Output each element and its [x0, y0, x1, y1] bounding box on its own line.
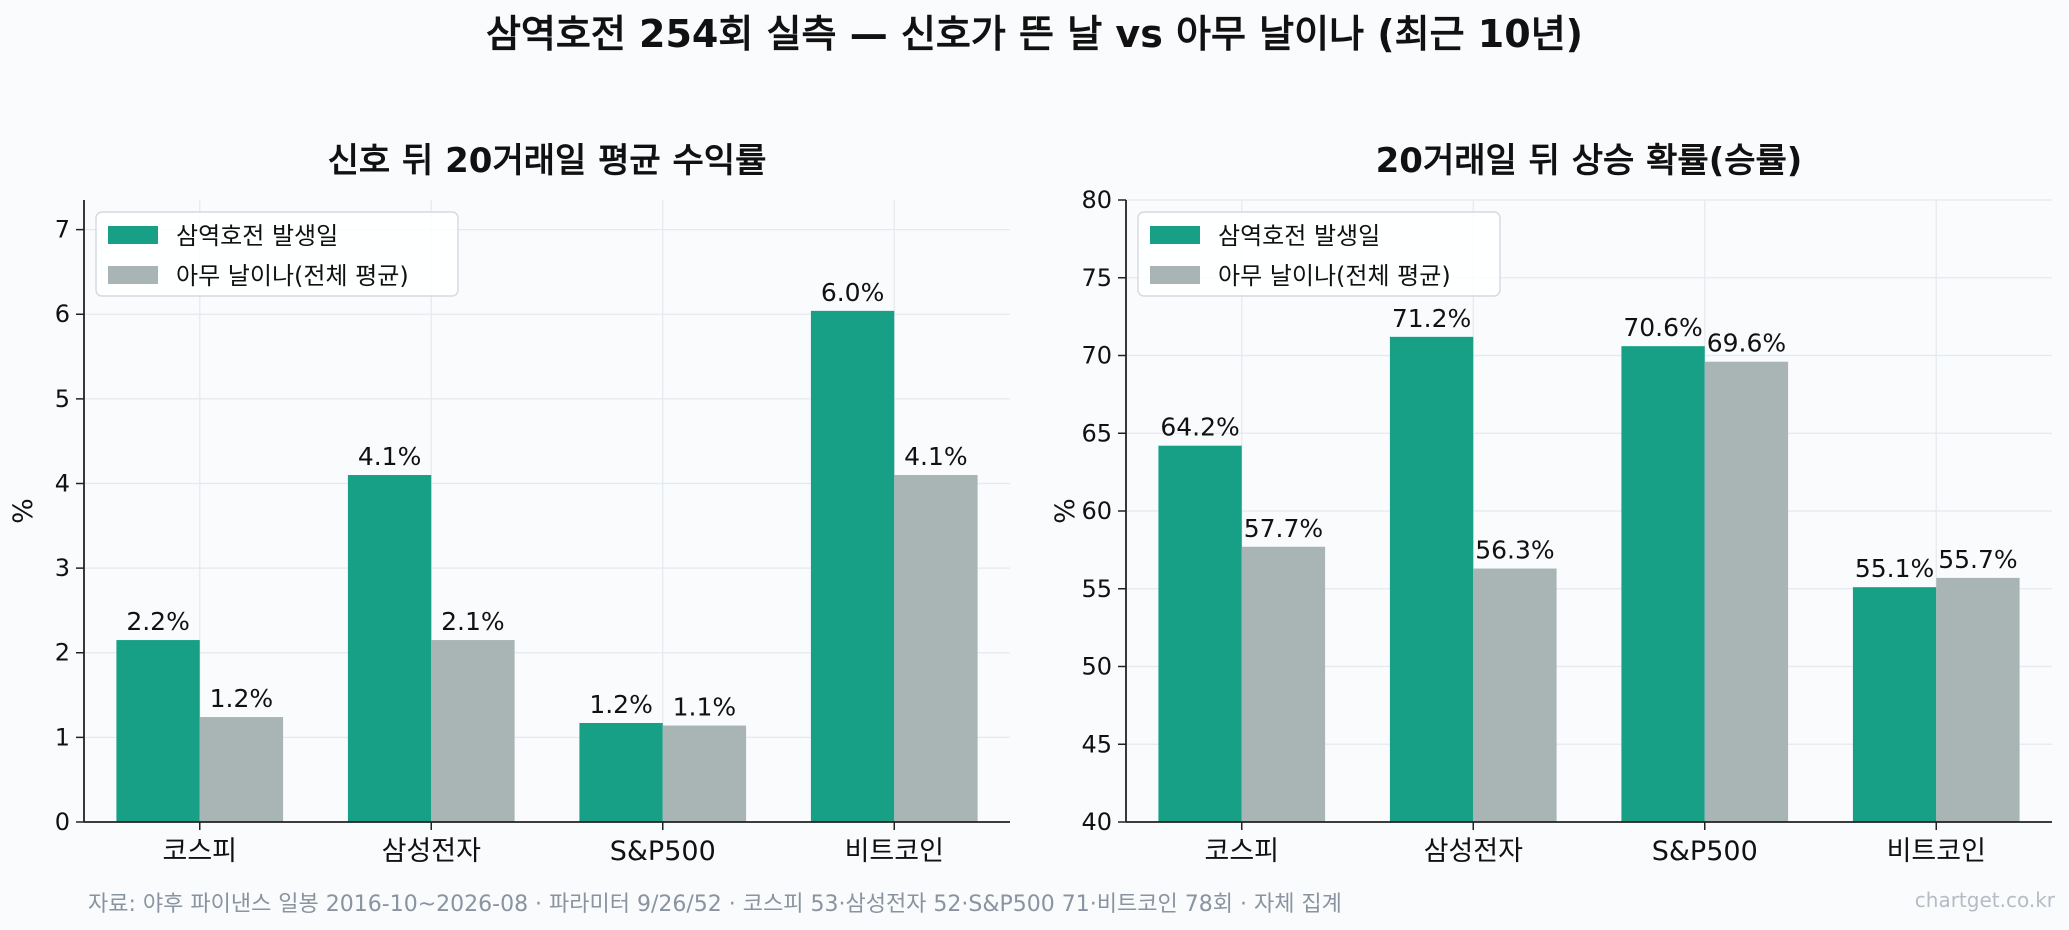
data-label: 1.2%: [589, 690, 653, 719]
y-tick-label: 1: [55, 723, 70, 751]
data-label: 6.0%: [821, 278, 885, 307]
data-label: 56.3%: [1475, 536, 1554, 565]
legend-label: 삼역호전 발생일: [176, 222, 338, 250]
data-label: 70.6%: [1623, 313, 1702, 342]
y-axis-label: %: [8, 498, 39, 524]
bar-signal: [116, 640, 200, 822]
data-label: 1.2%: [210, 684, 274, 713]
bar-signal: [1389, 336, 1474, 822]
data-label: 64.2%: [1160, 413, 1239, 442]
y-tick-label: 50: [1081, 653, 1112, 681]
chart-title: 20거래일 뒤 상승 확률(승률): [1376, 141, 1803, 181]
bar-signal: [1621, 346, 1705, 822]
y-tick-label: 2: [55, 639, 70, 667]
y-tick-label: 60: [1081, 497, 1112, 525]
bar-baseline: [1936, 577, 2020, 822]
bar-signal: [347, 475, 432, 822]
data-label: 71.2%: [1392, 304, 1471, 333]
y-tick-label: 40: [1081, 808, 1112, 836]
y-tick-label: 7: [55, 216, 70, 244]
y-tick-label: 0: [55, 808, 70, 836]
data-label: 2.2%: [126, 607, 190, 636]
bar-signal: [1158, 445, 1242, 822]
data-label: 4.1%: [904, 442, 968, 471]
data-label: 4.1%: [358, 442, 422, 471]
y-tick-label: 45: [1081, 730, 1112, 758]
chart-title: 신호 뒤 20거래일 평균 수익률: [328, 141, 767, 181]
y-tick-label: 55: [1081, 575, 1112, 603]
y-tick-label: 70: [1081, 342, 1112, 370]
bar-signal: [579, 722, 663, 822]
legend-box: [1137, 211, 1501, 297]
y-tick-label: 3: [55, 554, 70, 582]
figure-title: 삼역호전 254회 실측 — 신호가 뜬 날 vs 아무 날이나 (최근 10년…: [485, 12, 1584, 56]
x-tick-label: 코스피: [162, 836, 237, 867]
x-tick-label: 비트코인: [1887, 836, 1986, 867]
data-label: 55.7%: [1938, 545, 2017, 574]
x-tick-label: 비트코인: [845, 836, 944, 867]
legend-label: 아무 날이나(전체 평균): [176, 262, 409, 290]
y-axis-label: %: [1050, 498, 1081, 524]
data-label: 55.1%: [1855, 554, 1934, 583]
bar-baseline: [662, 725, 747, 822]
bar-signal: [1852, 587, 1937, 822]
data-label: 57.7%: [1244, 514, 1323, 543]
x-tick-label: S&P500: [1652, 836, 1758, 867]
x-tick-label: 코스피: [1204, 836, 1279, 867]
legend-swatch: [108, 266, 158, 284]
legend-swatch: [1150, 226, 1200, 244]
brand-watermark: chartget.co.kr: [1914, 888, 2055, 912]
legend-label: 아무 날이나(전체 평균): [1218, 262, 1451, 290]
y-tick-label: 65: [1081, 419, 1112, 447]
y-tick-label: 80: [1081, 186, 1112, 214]
legend-label: 삼역호전 발생일: [1218, 222, 1380, 250]
y-tick-label: 5: [55, 385, 70, 413]
legend-swatch: [108, 226, 158, 244]
source-note: 자료: 야후 파이낸스 일봉 2016-10~2026-08 · 파라미터 9/…: [88, 892, 1342, 917]
bar-baseline: [1241, 546, 1326, 822]
data-label: 1.1%: [673, 693, 737, 722]
legend-swatch: [1150, 266, 1200, 284]
x-tick-label: 삼성전자: [1424, 836, 1524, 867]
bar-baseline: [894, 475, 978, 822]
bar-baseline: [1473, 568, 1557, 822]
y-tick-label: 4: [55, 469, 70, 497]
bar-signal: [810, 310, 895, 822]
legend-box: [95, 211, 459, 297]
y-tick-label: 6: [55, 300, 70, 328]
bar-baseline: [431, 640, 515, 822]
x-tick-label: 삼성전자: [382, 836, 482, 867]
bar-baseline: [199, 717, 284, 822]
data-label: 2.1%: [441, 607, 505, 636]
bar-baseline: [1704, 361, 1789, 822]
y-tick-label: 75: [1081, 264, 1112, 292]
data-label: 69.6%: [1707, 329, 1786, 358]
x-tick-label: S&P500: [610, 836, 716, 867]
